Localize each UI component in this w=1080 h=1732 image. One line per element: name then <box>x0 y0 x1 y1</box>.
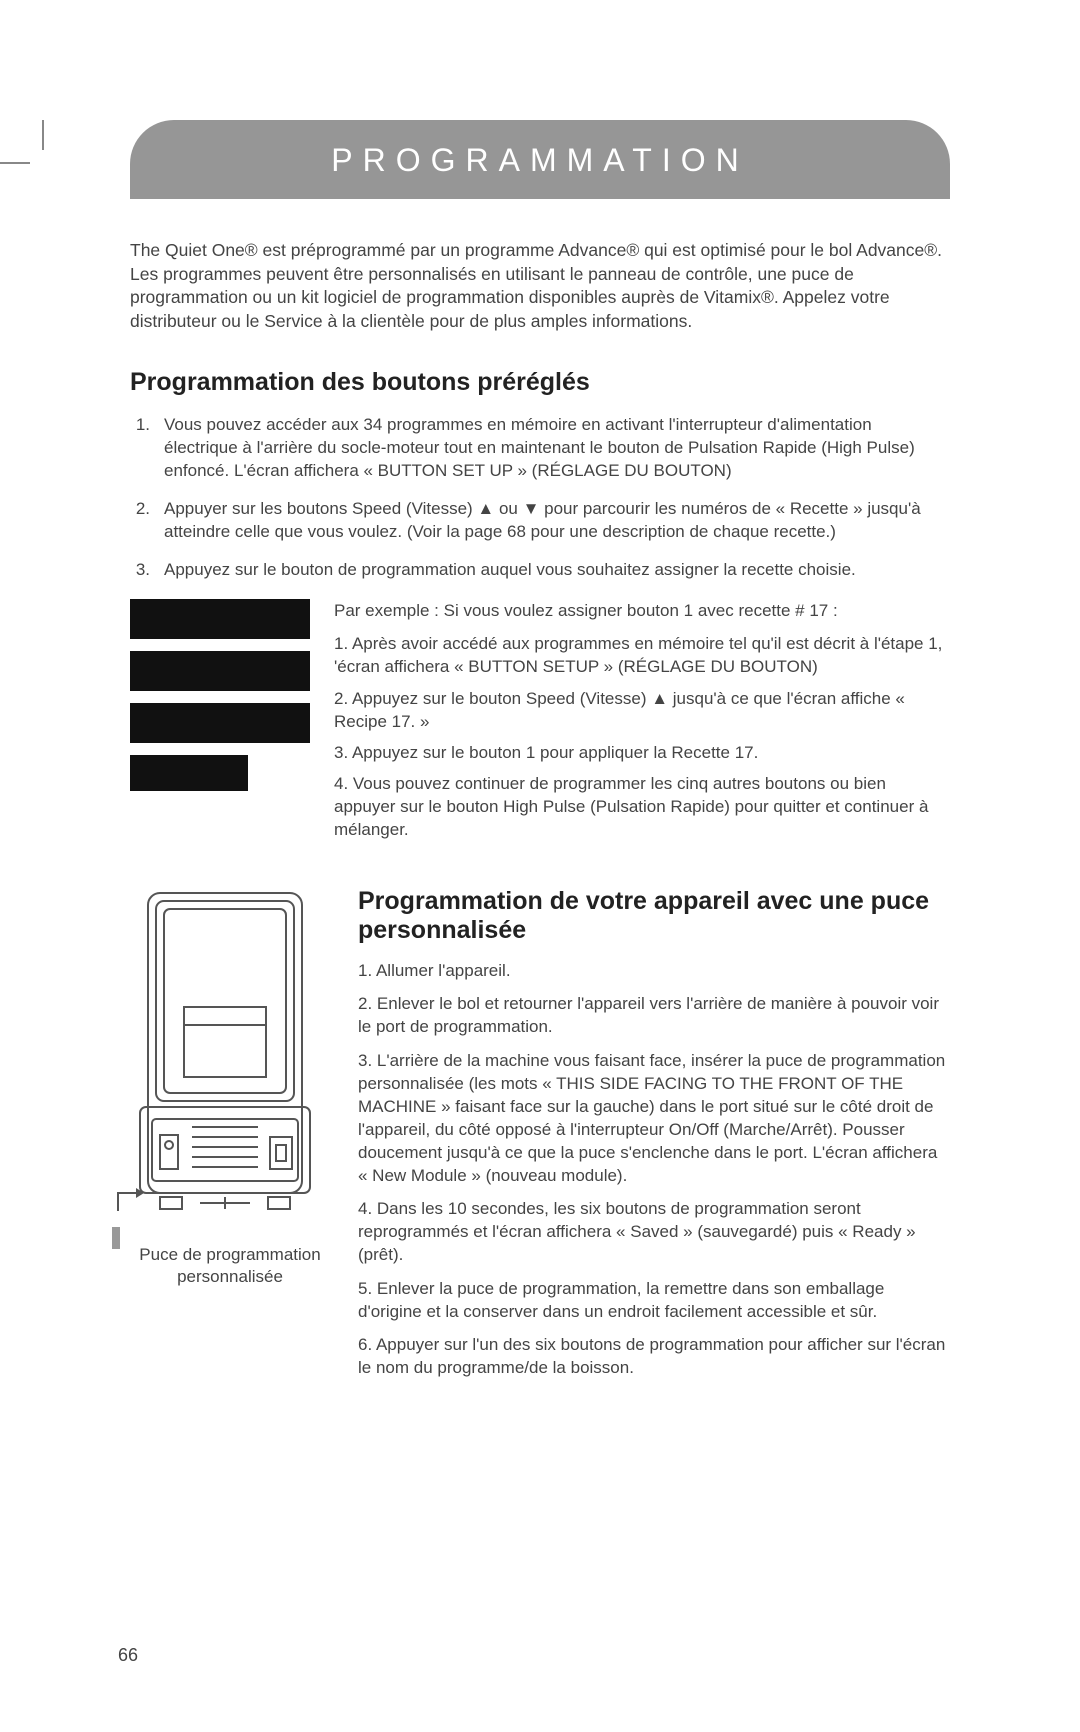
chip-text-column: Programmation de votre appareil avec une… <box>330 887 950 1389</box>
ordered-list-1: 1. Vous pouvez accéder aux 34 programmes… <box>130 413 950 582</box>
chip-section: Puce de programmation personnalisée Prog… <box>130 887 950 1389</box>
display-bar <box>130 651 310 691</box>
example-block: Par exemple : Si vous voulez assigner bo… <box>130 599 950 849</box>
crop-mark <box>42 120 44 150</box>
machine-figure: Puce de programmation personnalisée <box>130 887 330 1389</box>
page-number: 66 <box>118 1645 138 1666</box>
example-step: 1. Après avoir accédé aux programmes en … <box>334 632 950 678</box>
display-bar <box>130 755 248 791</box>
ordered-list-2: 1. Allumer l'appareil. 2. Enlever le bol… <box>358 959 950 1379</box>
example-lead: Par exemple : Si vous voulez assigner bo… <box>334 599 950 622</box>
list-item: 3. Appuyez sur le bouton de programmatio… <box>130 558 950 581</box>
chip-arrow-icon <box>112 1187 152 1213</box>
chip-indicator <box>112 1227 120 1249</box>
display-bar <box>130 703 310 743</box>
list-item: 1. Allumer l'appareil. <box>358 959 950 982</box>
page-title: PROGRAMMATION <box>331 142 748 178</box>
machine-line-drawing <box>130 887 320 1217</box>
list-item: 3. L'arrière de la machine vous faisant … <box>358 1049 950 1188</box>
list-item: 4. Dans les 10 secondes, les six boutons… <box>358 1197 950 1266</box>
page-title-banner: PROGRAMMATION <box>130 120 950 199</box>
list-text: Vous pouvez accéder aux 34 programmes en… <box>164 413 950 483</box>
list-number: 1. <box>130 413 164 483</box>
list-text: Appuyer sur les boutons Speed (Vitesse) … <box>164 497 950 544</box>
crop-mark <box>0 162 30 164</box>
list-item: 5. Enlever la puce de programmation, la … <box>358 1277 950 1323</box>
list-number: 2. <box>130 497 164 544</box>
figure-caption: Puce de programmation personnalisée <box>130 1244 330 1288</box>
example-step: 2. Appuyez sur le bouton Speed (Vitesse)… <box>334 687 950 733</box>
list-text: Appuyez sur le bouton de programmation a… <box>164 558 950 581</box>
example-step: 4. Vous pouvez continuer de programmer l… <box>334 772 950 841</box>
example-text: Par exemple : Si vous voulez assigner bo… <box>310 599 950 849</box>
list-item: 6. Appuyer sur l'un des six boutons de p… <box>358 1333 950 1379</box>
display-bar <box>130 599 310 639</box>
list-number: 3. <box>130 558 164 581</box>
list-item: 1. Vous pouvez accéder aux 34 programmes… <box>130 413 950 483</box>
intro-paragraph: The Quiet One® est préprogrammé par un p… <box>130 239 950 334</box>
display-bars-figure <box>130 599 310 849</box>
section-heading-2: Programmation de votre appareil avec une… <box>358 887 950 945</box>
example-step: 3. Appuyez sur le bouton 1 pour applique… <box>334 741 950 764</box>
list-item: 2. Appuyer sur les boutons Speed (Vitess… <box>130 497 950 544</box>
section-heading-1: Programmation des boutons préréglés <box>130 368 950 397</box>
list-item: 2. Enlever le bol et retourner l'apparei… <box>358 992 950 1038</box>
